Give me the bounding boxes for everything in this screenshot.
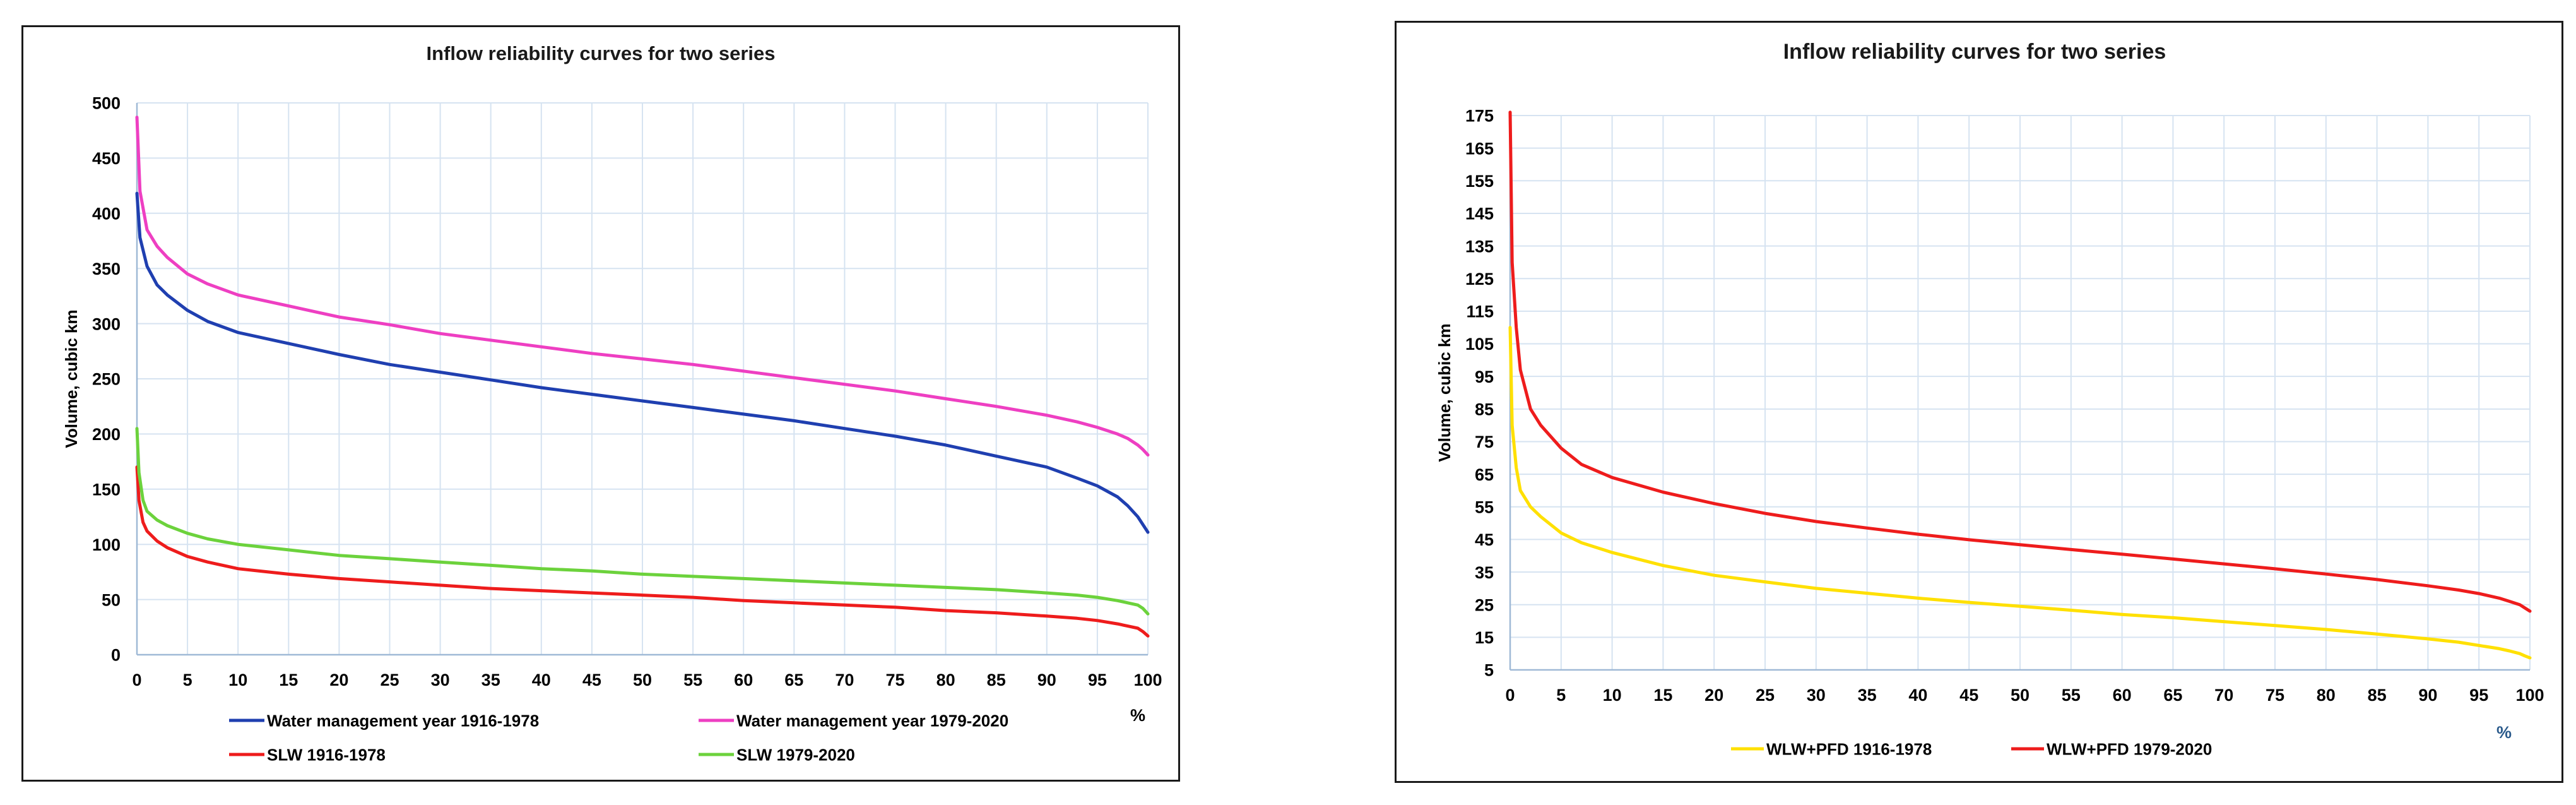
x-tick-label: 30 bbox=[1807, 686, 1826, 705]
y-tick-label: 350 bbox=[92, 259, 121, 278]
x-tick-label: 70 bbox=[835, 671, 854, 689]
y-axis-label: Volume, cubic km bbox=[62, 309, 81, 448]
x-tick-label: 5 bbox=[1556, 686, 1566, 705]
y-tick-label: 125 bbox=[1465, 270, 1494, 289]
y-tick-label: 200 bbox=[92, 425, 121, 444]
x-tick-label: 15 bbox=[279, 671, 298, 689]
chart-right-svg: Inflow reliability curves for two series… bbox=[1435, 40, 2544, 758]
x-tick-label: 15 bbox=[1653, 686, 1672, 705]
chart-title: Inflow reliability curves for two series bbox=[1783, 40, 2166, 64]
legend-label: SLW 1916-1978 bbox=[267, 745, 386, 764]
x-tick-label: 40 bbox=[1908, 686, 1927, 705]
x-axis-label: % bbox=[1130, 706, 1145, 725]
legend-label: SLW 1979-2020 bbox=[736, 745, 855, 764]
series-line-2 bbox=[1508, 110, 2532, 613]
series-line-1 bbox=[1508, 326, 2532, 660]
x-tick-label: 45 bbox=[1959, 686, 1978, 705]
x-tick-label: 90 bbox=[1037, 671, 1056, 689]
x-tick-label: 10 bbox=[1603, 686, 1622, 705]
y-tick-label: 75 bbox=[1475, 432, 1494, 451]
x-tick-label: 25 bbox=[1756, 686, 1775, 705]
y-axis-label: Volume, cubic km bbox=[1435, 323, 1454, 462]
x-tick-label: 0 bbox=[1505, 686, 1515, 705]
series-line-3 bbox=[135, 465, 1150, 638]
x-tick-label: 5 bbox=[183, 671, 192, 689]
series-line-4 bbox=[135, 427, 1150, 616]
y-tick-label: 500 bbox=[92, 94, 121, 113]
y-tick-label: 5 bbox=[1484, 661, 1494, 680]
y-tick-label: 150 bbox=[92, 480, 121, 499]
x-tick-label: 50 bbox=[633, 671, 652, 689]
x-axis-label: % bbox=[2496, 723, 2512, 742]
y-tick-label: 400 bbox=[92, 205, 121, 224]
x-tick-label: 55 bbox=[683, 671, 702, 689]
x-tick-label: 25 bbox=[380, 671, 399, 689]
x-tick-label: 75 bbox=[2266, 686, 2284, 705]
y-tick-label: 450 bbox=[92, 149, 121, 168]
x-tick-label: 20 bbox=[1705, 686, 1723, 705]
y-tick-label: 135 bbox=[1465, 237, 1494, 256]
x-tick-label: 60 bbox=[734, 671, 753, 689]
chart-title: Inflow reliability curves for two series bbox=[426, 42, 775, 64]
x-tick-label: 85 bbox=[987, 671, 1006, 689]
x-tick-label: 100 bbox=[2515, 686, 2544, 705]
y-tick-label: 0 bbox=[111, 646, 121, 665]
chart-left-svg: Inflow reliability curves for two series… bbox=[62, 42, 1162, 764]
y-tick-label: 50 bbox=[102, 590, 121, 609]
x-tick-label: 80 bbox=[2317, 686, 2336, 705]
series-line-1 bbox=[135, 191, 1150, 534]
series-group bbox=[1508, 110, 2532, 660]
series-line-2 bbox=[135, 116, 1150, 457]
legend-label: WLW+PFD 1916-1978 bbox=[1766, 739, 1932, 758]
x-tick-label: 45 bbox=[582, 671, 601, 689]
x-tick-label: 95 bbox=[1088, 671, 1107, 689]
x-tick-label: 65 bbox=[2163, 686, 2182, 705]
x-tick-label: 20 bbox=[329, 671, 348, 689]
legend-label: Water management year 1916-1978 bbox=[267, 711, 539, 730]
y-tick-label: 15 bbox=[1475, 628, 1494, 647]
x-tick-label: 50 bbox=[2011, 686, 2029, 705]
x-tick-label: 35 bbox=[1858, 686, 1877, 705]
y-tick-label: 165 bbox=[1465, 139, 1494, 158]
y-tick-label: 95 bbox=[1475, 367, 1494, 386]
y-tick-label: 105 bbox=[1465, 335, 1494, 354]
series-group bbox=[135, 116, 1150, 638]
y-tick-label: 25 bbox=[1475, 595, 1494, 614]
x-tick-label: 60 bbox=[2113, 686, 2132, 705]
gridlines bbox=[1510, 115, 2531, 671]
x-tick-label: 30 bbox=[431, 671, 450, 689]
y-tick-label: 35 bbox=[1475, 563, 1494, 582]
x-tick-label: 65 bbox=[784, 671, 803, 689]
x-tick-label: 70 bbox=[2214, 686, 2233, 705]
x-tick-label: 90 bbox=[2418, 686, 2437, 705]
x-tick-label: 35 bbox=[482, 671, 500, 689]
y-tick-label: 45 bbox=[1475, 530, 1494, 549]
x-tick-label: 10 bbox=[228, 671, 247, 689]
gridlines bbox=[136, 102, 1149, 655]
y-tick-label: 100 bbox=[92, 535, 121, 554]
legend-label: Water management year 1979-2020 bbox=[736, 711, 1008, 730]
x-tick-label: 95 bbox=[2469, 686, 2488, 705]
y-tick-label: 145 bbox=[1465, 205, 1494, 224]
legend-label: WLW+PFD 1979-2020 bbox=[2047, 739, 2212, 758]
y-tick-label: 55 bbox=[1475, 498, 1494, 516]
x-tick-label: 100 bbox=[1133, 671, 1162, 689]
y-tick-label: 155 bbox=[1465, 172, 1494, 191]
y-tick-label: 65 bbox=[1475, 465, 1494, 484]
y-tick-label: 250 bbox=[92, 370, 121, 389]
x-tick-label: 0 bbox=[132, 671, 141, 689]
y-tick-label: 85 bbox=[1475, 400, 1494, 419]
y-tick-label: 115 bbox=[1466, 302, 1494, 321]
y-tick-label: 175 bbox=[1465, 107, 1494, 126]
y-tick-label: 300 bbox=[92, 314, 121, 333]
x-tick-label: 40 bbox=[532, 671, 551, 689]
x-tick-label: 75 bbox=[885, 671, 904, 689]
chart-panel-left: Inflow reliability curves for two series… bbox=[21, 25, 1180, 782]
x-tick-label: 80 bbox=[936, 671, 955, 689]
x-tick-label: 55 bbox=[2062, 686, 2081, 705]
x-tick-label: 85 bbox=[2368, 686, 2387, 705]
chart-panel-right: Inflow reliability curves for two series… bbox=[1395, 21, 2563, 783]
